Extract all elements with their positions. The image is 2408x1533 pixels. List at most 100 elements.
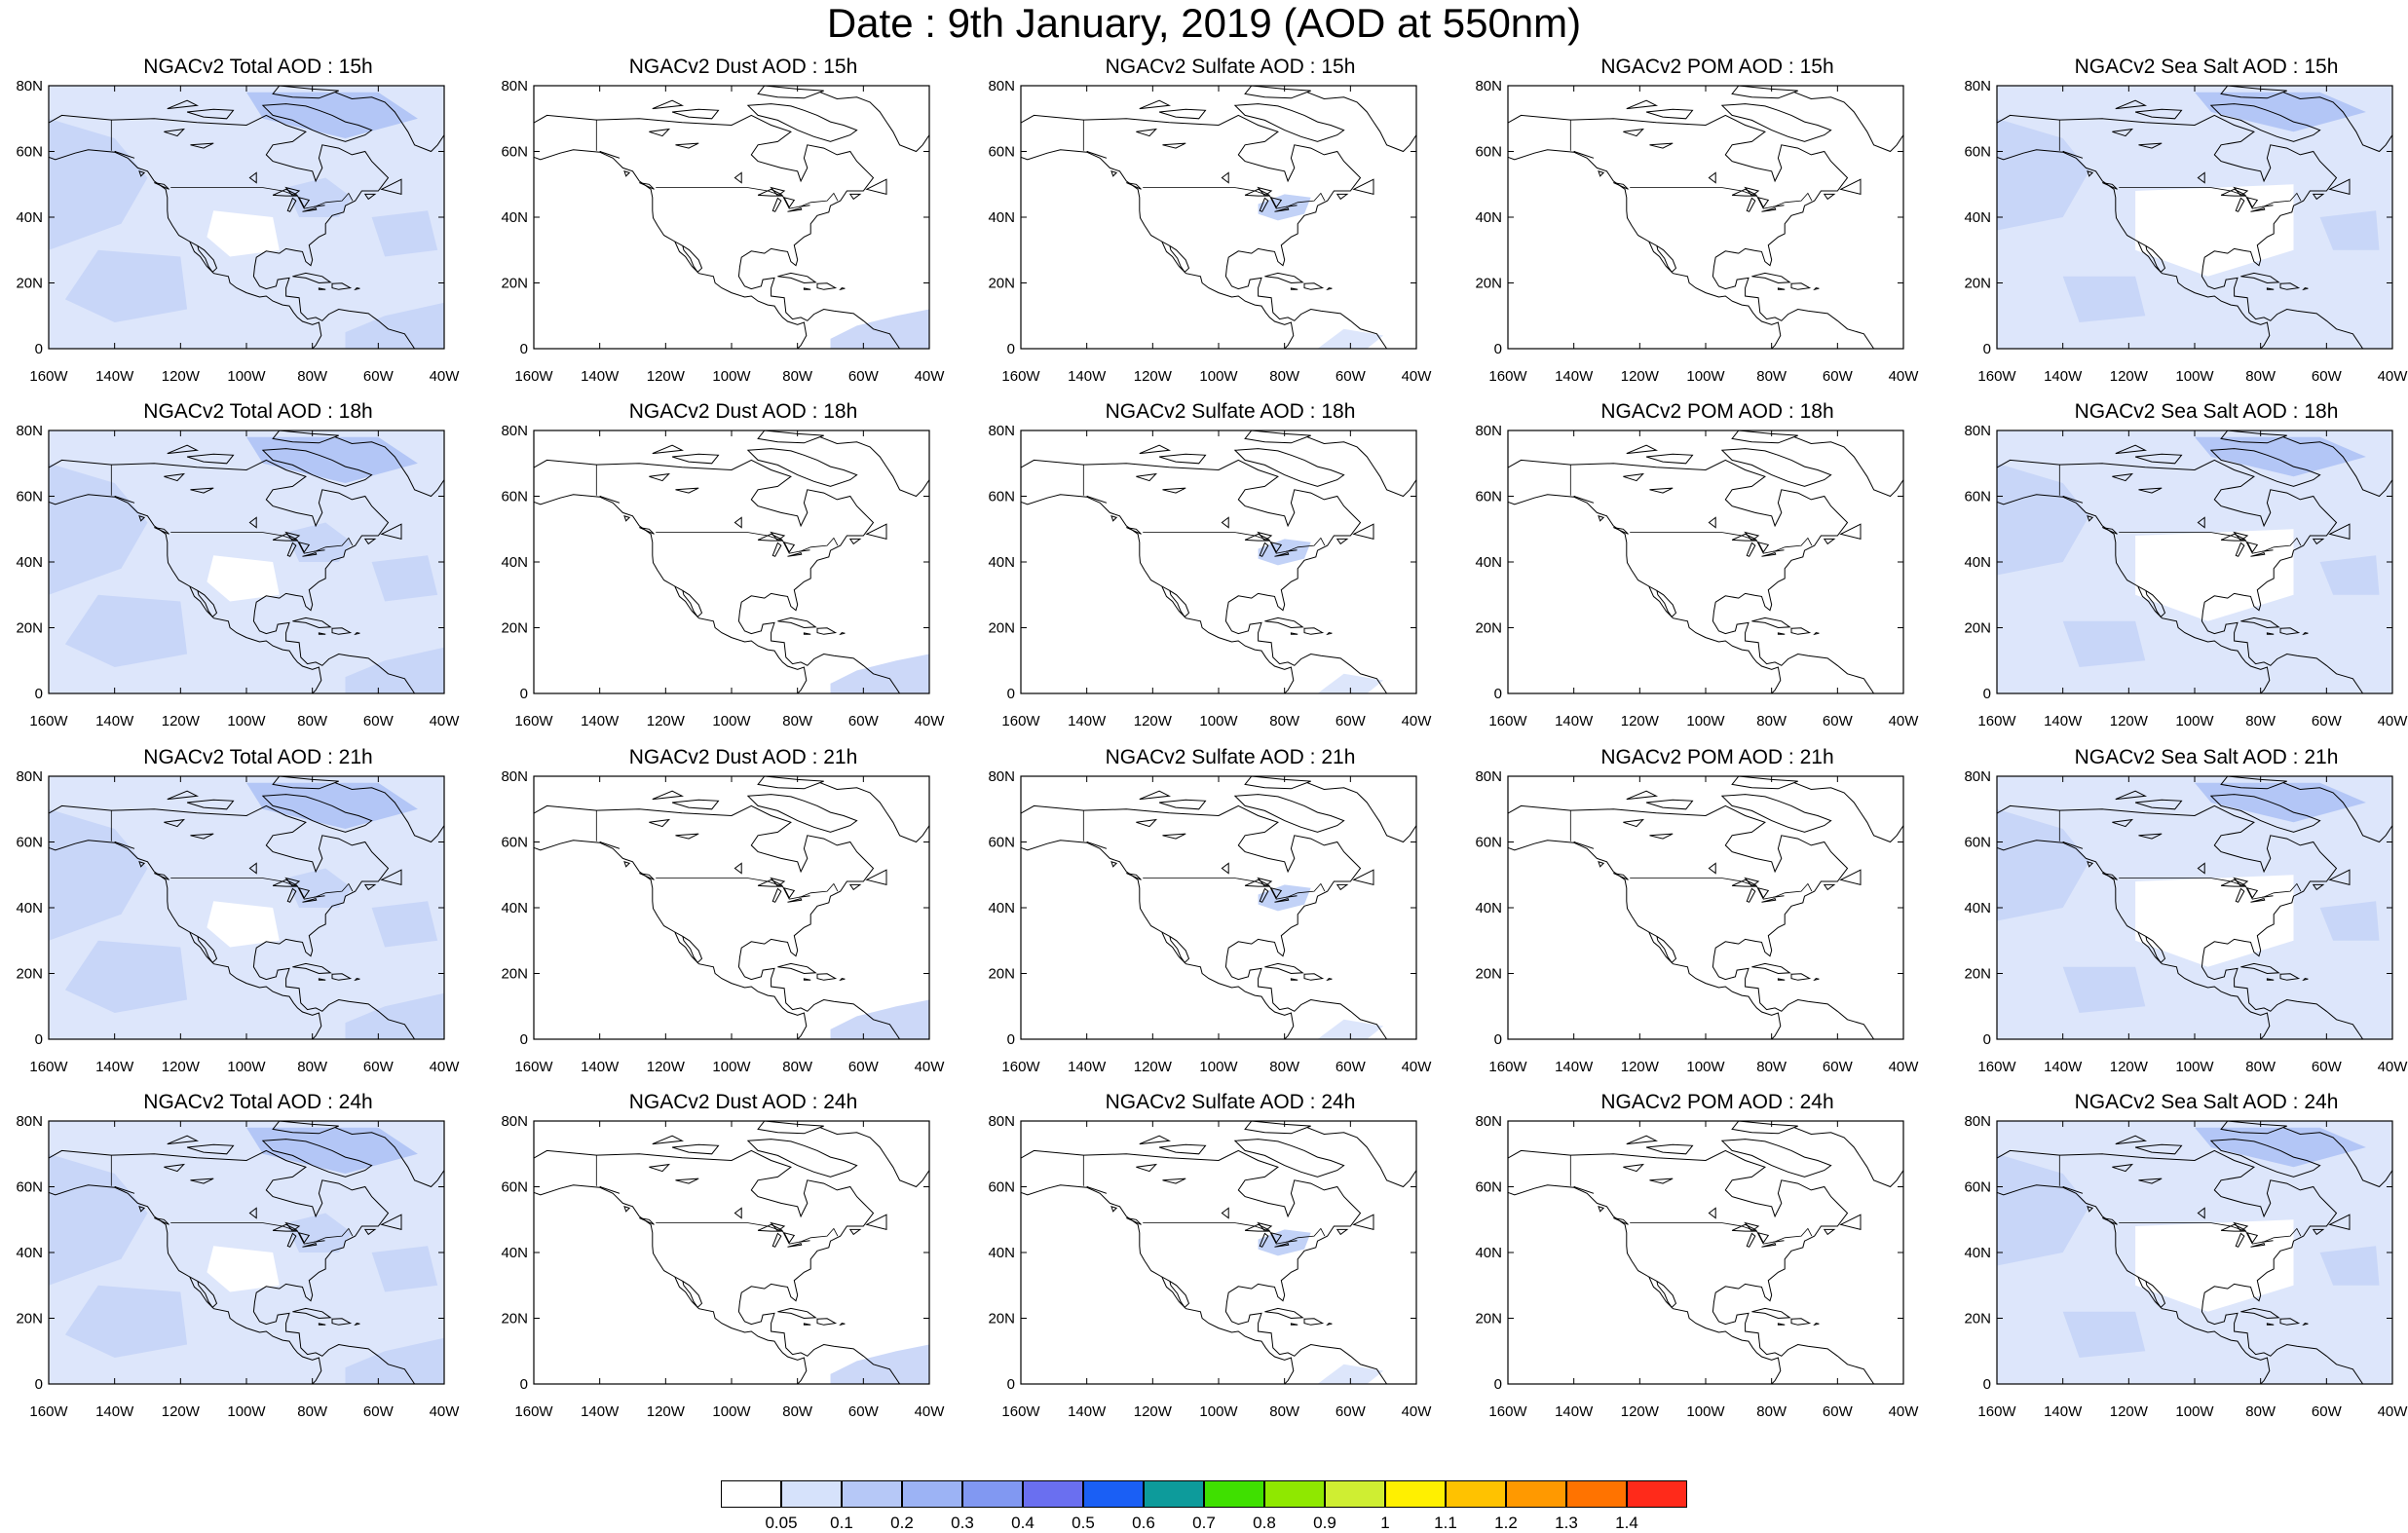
lat-tick-label: 40N <box>988 1245 1015 1261</box>
island-outline <box>1086 1186 1108 1194</box>
island-outline <box>318 1323 326 1326</box>
island-outline <box>2312 1228 2325 1236</box>
aod-contour-fill <box>1997 118 2089 231</box>
lake-outline <box>190 833 214 840</box>
coastline <box>534 494 703 618</box>
aod-contour-fill <box>2319 1246 2380 1286</box>
panel-title: NGACv2 Sea Salt AOD : 15h <box>2074 56 2339 78</box>
island-outline <box>1326 632 1333 636</box>
coastline <box>1997 1184 2166 1309</box>
map-panel-total-0: NGACv2 Total AOD : 15h 80N 60N 40N 20N 0 160W 1… <box>10 55 497 395</box>
lon-tick-label: 100W <box>2175 713 2214 729</box>
national-border <box>656 878 839 900</box>
island-outline <box>1126 1217 1142 1225</box>
coastline <box>189 931 322 1039</box>
island-outline <box>671 453 720 465</box>
lake-outline <box>298 542 311 553</box>
island-outline <box>671 108 720 120</box>
island-outline <box>599 841 621 849</box>
lat-tick-label: 20N <box>1964 620 1991 637</box>
lake-outline <box>649 1163 671 1173</box>
map-plot: 80N 60N 40N 20N 0 160W 140W 120W 100W 80W 60W 40W <box>16 1113 460 1420</box>
island-outline <box>848 1228 862 1236</box>
coastline <box>1508 494 1677 618</box>
lake-outline <box>2250 551 2266 557</box>
island-outline <box>2087 515 2094 522</box>
lat-tick-label: 0 <box>1007 686 1015 702</box>
aod-contour-fill <box>345 647 444 693</box>
lat-tick-label: 80N <box>501 423 528 439</box>
lake-outline <box>1244 1223 1271 1232</box>
aod-shading <box>1258 884 1384 1039</box>
island-outline <box>2134 799 2183 810</box>
aod-contour-fill <box>371 210 438 257</box>
lat-tick-label: 80N <box>1475 768 1502 785</box>
coastline <box>1997 114 2364 349</box>
lon-tick-label: 100W <box>2175 368 2214 385</box>
national-border <box>1630 1222 1813 1245</box>
lake-outline <box>1259 542 1269 557</box>
lat-tick-label: 40N <box>988 554 1015 571</box>
island-outline <box>292 617 332 629</box>
island-outline <box>803 287 811 290</box>
island-outline <box>2233 531 2249 542</box>
lon-tick-label: 100W <box>712 1059 751 1075</box>
colorbar-label: 0.5 <box>1072 1514 1095 1532</box>
lat-tick-label: 40N <box>16 209 43 226</box>
lake-outline <box>1286 1240 1298 1243</box>
panel-title: NGACv2 Dust AOD : 21h <box>628 746 858 768</box>
colorbar-label: 0.9 <box>1313 1514 1336 1532</box>
lake-outline <box>1274 551 1290 557</box>
island-outline <box>2240 962 2280 975</box>
lon-tick-label: 120W <box>1621 1403 1660 1420</box>
aod-contour-fill <box>2319 901 2380 941</box>
colorbar-label: 0.7 <box>1192 1514 1216 1532</box>
map-panel-total-2: NGACv2 Total AOD : 21h 80N 60N 40N 20N 0 160W 1… <box>10 745 497 1086</box>
lake-outline <box>675 1178 699 1184</box>
lake-outline <box>2112 128 2134 137</box>
island-outline <box>363 538 377 545</box>
colorbar-swatch <box>1144 1480 1204 1508</box>
lake-outline <box>787 206 803 212</box>
island-outline <box>1326 287 1333 291</box>
lon-tick-label: 160W <box>29 368 68 385</box>
coastline <box>1508 149 1677 274</box>
lake-outline <box>190 1178 214 1184</box>
aod-contour-fill <box>1317 673 1384 693</box>
island-outline <box>2266 1323 2275 1326</box>
lake-outline <box>1757 542 1770 553</box>
lat-tick-label: 80N <box>1475 1113 1502 1130</box>
island-outline <box>331 1318 353 1326</box>
island-outline <box>138 1206 146 1213</box>
island-outline <box>261 448 373 487</box>
island-outline <box>1731 1121 1798 1135</box>
island-outline <box>1336 1228 1349 1236</box>
island-outline <box>2115 99 2148 110</box>
panel-title: NGACv2 Dust AOD : 15h <box>628 56 858 78</box>
island-outline <box>848 883 862 891</box>
national-border <box>1630 532 1813 554</box>
island-outline <box>154 873 169 880</box>
lon-tick-label: 140W <box>2044 1403 2083 1420</box>
island-outline <box>1303 282 1325 290</box>
island-outline <box>777 272 817 284</box>
lon-tick-label: 140W <box>95 1059 134 1075</box>
colorbar-swatch <box>1325 1480 1385 1508</box>
map-plot: 80N 60N 40N 20N 0 160W 140W 120W 100W 80W 60W 40W <box>16 768 460 1075</box>
panel-title: NGACv2 Total AOD : 15h <box>143 56 373 78</box>
national-border <box>170 187 354 209</box>
lat-tick-label: 40N <box>1475 1245 1502 1261</box>
lon-tick-label: 60W <box>848 368 880 385</box>
island-outline <box>2266 632 2275 635</box>
coastline <box>674 585 808 693</box>
lon-tick-label: 160W <box>514 1403 553 1420</box>
lat-tick-label: 0 <box>520 1376 528 1393</box>
colorbar-label: 1.2 <box>1494 1514 1518 1532</box>
island-outline <box>1626 790 1659 801</box>
map-plot: 80N 60N 40N 20N 0 160W 140W 120W 100W 80W 60W 40W <box>1964 1113 2408 1420</box>
lake-outline <box>1274 1242 1290 1248</box>
lat-tick-label: 0 <box>1494 1031 1502 1048</box>
coastline <box>1648 241 1782 349</box>
coastlines <box>1508 1121 1903 1384</box>
lon-tick-label: 160W <box>1488 713 1527 729</box>
